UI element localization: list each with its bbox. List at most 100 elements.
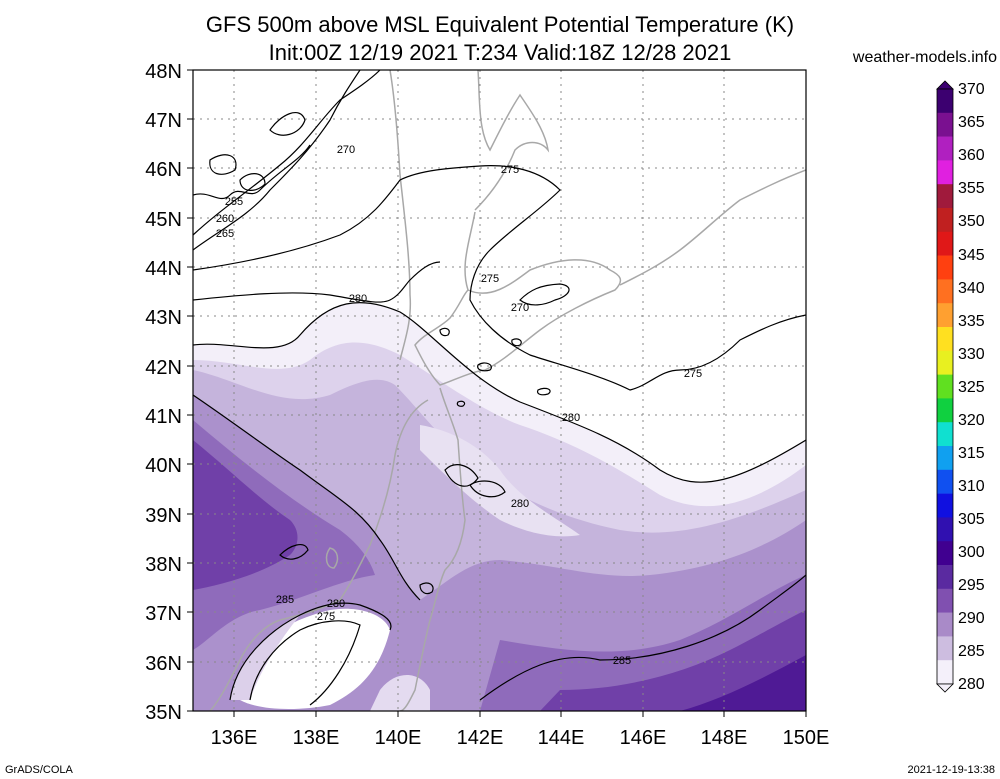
legend-value: 335: [958, 313, 985, 330]
legend-value: 310: [958, 478, 985, 495]
legend-swatch: [937, 184, 953, 209]
legend-swatch: [937, 136, 953, 161]
contour-nw-loop-a: [269, 112, 306, 136]
lon-tick-label: 136E: [211, 727, 258, 749]
legend-value: 340: [958, 280, 985, 297]
contour-285-west: [193, 394, 421, 601]
legend-swatch: [937, 279, 953, 304]
contour-label: 275: [317, 611, 335, 623]
lat-tick-label: 40N: [145, 455, 182, 477]
fill-light-blob-south: [370, 675, 430, 711]
coast-hokkaido: [414, 211, 622, 386]
contour-270-loop: [519, 283, 570, 306]
legend-value: 365: [958, 114, 985, 131]
lat-tick-label: 48N: [145, 61, 182, 83]
contour-label: 275: [481, 273, 499, 285]
legend-value: 320: [958, 412, 985, 429]
fill-289-east: [540, 610, 806, 711]
legend-value: 290: [958, 610, 985, 627]
contour-label: 280: [327, 598, 345, 610]
legend-swatch: [937, 160, 953, 185]
lon-tick-label: 138E: [293, 727, 340, 749]
contour-sea-loop-a: [444, 464, 479, 487]
legend-swatch: [937, 422, 953, 447]
coast-sakhalin: [474, 70, 550, 211]
coastlines: [209, 70, 806, 711]
contour-label: 270: [337, 144, 355, 156]
axis-ticks: [187, 69, 807, 717]
legend-cap-top: [936, 80, 954, 90]
legend-swatch: [937, 469, 953, 494]
legend-swatch: [937, 350, 953, 375]
contour-275-east: [193, 165, 806, 391]
lat-tick-label: 41N: [145, 406, 182, 428]
lat-tick-label: 46N: [145, 159, 182, 181]
legend-value: 300: [958, 544, 985, 561]
map-subtitle: Init:00Z 12/19 2021 T:234 Valid:18Z 12/2…: [269, 40, 732, 65]
fill-light-core: [420, 425, 580, 537]
lat-tick-label: 42N: [145, 357, 182, 379]
legend-swatch: [937, 612, 953, 637]
fill-low-pocket-rim: [230, 615, 300, 700]
footer-timestamp: 2021-12-19-13:38: [908, 764, 995, 776]
lat-tick-label: 37N: [145, 603, 182, 625]
legend-swatch: [937, 208, 953, 233]
legend-value: 345: [958, 247, 985, 264]
lat-tick-label: 38N: [145, 554, 182, 576]
contour-label: 275: [501, 164, 519, 176]
contour-islet-d: [536, 387, 551, 396]
site-credit[interactable]: weather-models.info: [852, 49, 997, 66]
legend-swatch: [937, 588, 953, 613]
coast-sado: [325, 547, 339, 569]
legend-swatch: [937, 112, 953, 137]
legend-swatch: [937, 541, 953, 566]
map-title: GFS 500m above MSL Equivalent Potential …: [206, 12, 794, 37]
lat-tick-label: 35N: [145, 702, 182, 724]
lat-tick-label: 45N: [145, 209, 182, 231]
lon-axis: 136E 138E 140E 142E 144E 146E 148E 150E: [211, 727, 830, 749]
fill-289-band: [193, 440, 298, 590]
legend-swatch: [937, 493, 953, 518]
legend-value: 280: [958, 676, 985, 693]
legend-swatch: [937, 231, 953, 256]
lon-tick-label: 144E: [538, 727, 585, 749]
contour-label: 285: [613, 655, 631, 667]
coast-mainland-east: [389, 70, 412, 361]
contour-islet-e: [456, 400, 466, 407]
legend-swatch: [937, 303, 953, 328]
contour-label: 255: [225, 196, 243, 208]
contour-islet-a: [439, 327, 450, 337]
contour-label: 265: [216, 228, 234, 240]
contour-label: 275: [684, 368, 702, 380]
contour-nw-loop-b: [209, 154, 237, 175]
contour-280-upper: [193, 261, 441, 303]
legend-swatch: [937, 517, 953, 542]
legend-swatch: [937, 660, 953, 685]
contour-label: 280: [511, 498, 529, 510]
contour-280-south: [229, 602, 392, 701]
legend-swatch: [937, 327, 953, 352]
lon-tick-label: 140E: [375, 727, 422, 749]
contour-270-nw: [193, 70, 381, 236]
lon-tick-label: 150E: [783, 727, 830, 749]
contour-275-south: [249, 620, 361, 706]
legend-swatch: [937, 565, 953, 590]
footer-software: GrADS/COLA: [5, 764, 74, 776]
contour-label: 270: [511, 302, 529, 314]
legend-swatch: [937, 636, 953, 661]
fill-291-southeast: [680, 655, 806, 711]
legend-value: 360: [958, 147, 985, 164]
contour-265-nw: [193, 70, 361, 251]
contour-label: 280: [562, 412, 580, 424]
coast-honshu-north: [399, 387, 466, 711]
lat-tick-label: 39N: [145, 505, 182, 527]
contour-label: 260: [216, 213, 234, 225]
lat-tick-label: 43N: [145, 307, 182, 329]
legend-value: 330: [958, 346, 985, 363]
lat-tick-label: 44N: [145, 258, 182, 280]
legend-value: 315: [958, 445, 985, 462]
contour-islet-b: [511, 338, 522, 347]
contour-label-layer: 270 275 255 260 265 275 270 280 275 280 …: [216, 144, 702, 667]
legend-swatch: [937, 398, 953, 423]
